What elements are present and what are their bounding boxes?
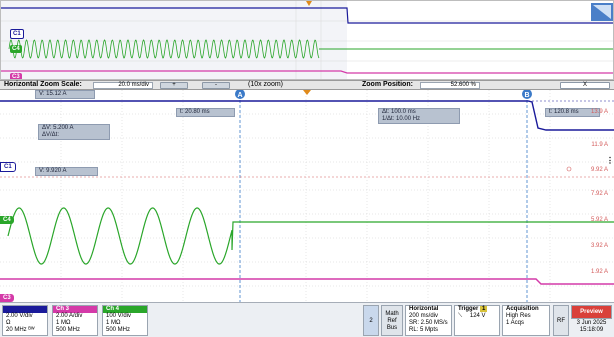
waveform-plot: A B bbox=[0, 90, 614, 302]
y-label-3: 9.92 A bbox=[590, 167, 608, 173]
horizontal-panel[interactable]: Horizontal 200 ms/div SR: 2.50 MS/s RL: … bbox=[405, 305, 452, 336]
date-text: 3 Jun 2025 bbox=[576, 320, 607, 326]
bottom-settings-bar: 2.00 V/div Ω 20 MHz ᴮᵂ Ch 3 2.00 A/div 1… bbox=[0, 302, 614, 337]
c1-trace bbox=[0, 100, 614, 131]
y-label-4: 7.92 A bbox=[590, 191, 608, 197]
y-label-6: 3.92 A bbox=[590, 243, 608, 249]
zoom-scale-label: Horizontal Zoom Scale: bbox=[4, 81, 82, 88]
channel-2-button[interactable]: 2 bbox=[363, 305, 379, 336]
readout-delta-t-value: Δt: 100.0 ms bbox=[382, 109, 416, 115]
horizontal-scale: 200 ms/div bbox=[409, 313, 439, 319]
channel-3-line3: 500 MHz bbox=[56, 327, 81, 333]
overview-c1-trace bbox=[1, 7, 613, 24]
overview-plot bbox=[1, 1, 613, 79]
overview-zoom-window bbox=[1, 1, 347, 79]
channel-4-line3: 500 MHz bbox=[106, 327, 131, 333]
channel-1-box[interactable]: 2.00 V/div Ω 20 MHz ᴮᵂ bbox=[2, 305, 48, 336]
y-label-7: 1.92 A bbox=[590, 269, 608, 275]
more-options-icon[interactable]: ⋮ bbox=[606, 156, 614, 165]
acquisition-panel[interactable]: Acquisition High Res 1 Acqs bbox=[502, 305, 550, 336]
channel-4-box[interactable]: Ch 4 100 V/div 1 MΩ 500 MHz bbox=[102, 305, 148, 336]
readout-delta-t: Δt: 100.0 ms 1/Δt: 10.00 Hz bbox=[378, 108, 460, 124]
c4-channel-tag[interactable]: C4 bbox=[0, 216, 14, 224]
channel-4-name: Ch 4 bbox=[103, 306, 147, 313]
readout-dv-dt-value: ΔV/Δt: bbox=[42, 132, 60, 138]
trigger-slope-icon: ⟍ bbox=[458, 313, 463, 319]
waveform-grid bbox=[0, 90, 614, 302]
zoom-scale-value[interactable]: 20.0 ms/div bbox=[93, 82, 153, 89]
channel-1-line3: 20 MHz ᴮᵂ bbox=[6, 327, 35, 333]
channel-1-scale: 2.00 V/div bbox=[6, 313, 33, 319]
trigger-level: 124 V bbox=[469, 313, 486, 319]
bus-label: Bus bbox=[386, 325, 398, 331]
overview-c4-trace bbox=[8, 39, 320, 59]
overview-c3-trace bbox=[1, 70, 613, 74]
zoom-close-button[interactable]: X bbox=[560, 82, 610, 89]
overview-c4-tag: C4 bbox=[10, 45, 22, 53]
readout-v-bottom: V: 9.920 A bbox=[35, 167, 98, 176]
acquisition-count: 1 Acqs bbox=[506, 320, 525, 326]
horizontal-sample-rate: SR: 2.50 MS/s bbox=[409, 320, 448, 326]
c3-trace bbox=[0, 278, 614, 285]
readout-v-top: V: 15.12 A bbox=[35, 90, 95, 99]
readout-t-left: t: 20.80 ms bbox=[176, 108, 235, 117]
math-ref-bus-button[interactable]: Math Ref Bus bbox=[381, 305, 403, 336]
overview-c3-tag: C3 bbox=[10, 73, 22, 80]
horizontal-zoom-bar: Horizontal Zoom Scale: 20.0 ms/div + - (… bbox=[0, 80, 614, 90]
readout-delta-v-value: ΔV: 5.200 A bbox=[42, 125, 74, 131]
channel-4-scale: 100 V/div bbox=[106, 313, 132, 319]
channel-1-line2: Ω bbox=[6, 320, 11, 326]
trigger-position-marker bbox=[303, 90, 311, 95]
acquisition-title: Acquisition bbox=[506, 306, 539, 312]
preview-button[interactable]: Preview bbox=[571, 305, 612, 319]
zoom-position-value[interactable]: 52.600 % bbox=[420, 82, 480, 89]
zoom-in-button[interactable]: + bbox=[160, 82, 188, 89]
c4-trace bbox=[7, 207, 614, 265]
cursor-a-marker[interactable]: A bbox=[235, 90, 245, 99]
readout-t-right: t: 120.8 ms bbox=[545, 108, 600, 117]
channel-3-line2: 1 MΩ bbox=[56, 320, 71, 326]
zoom-factor-text: (10x zoom) bbox=[248, 81, 284, 88]
channel-3-box[interactable]: Ch 3 2.00 A/div 1 MΩ 500 MHz bbox=[52, 305, 98, 336]
zoomed-waveform-view[interactable]: A B V: 15.12 A t: 20.80 ms Δt: 100.0 ms … bbox=[0, 90, 614, 302]
y-label-5: 5.92 A bbox=[590, 217, 608, 223]
c1-channel-tag[interactable]: C1 bbox=[0, 162, 16, 172]
channel-3-scale: 2.00 A/div bbox=[56, 313, 83, 319]
zoom-position-label: Zoom Position: bbox=[362, 81, 413, 88]
trigger-panel[interactable]: Trigger 1 ⟍ 124 V bbox=[454, 305, 500, 336]
overview-waveform-strip[interactable]: C1 C4 C3 bbox=[0, 0, 614, 80]
cursor-b-marker[interactable]: B bbox=[522, 90, 532, 99]
readout-delta-v: ΔV: 5.200 A ΔV/Δt: bbox=[38, 124, 110, 140]
channel-3-name: Ch 3 bbox=[53, 306, 97, 313]
c3-channel-tag[interactable]: C3 bbox=[0, 294, 14, 302]
overview-trigger-marker bbox=[306, 1, 312, 6]
acquisition-mode: High Res bbox=[506, 313, 531, 319]
trigger-source-badge: 1 bbox=[480, 306, 488, 312]
zoom-out-button[interactable]: - bbox=[202, 82, 230, 89]
readout-inv-delta-t-value: 1/Δt: 10.00 Hz bbox=[382, 116, 421, 122]
trigger-title: Trigger bbox=[458, 306, 479, 312]
cursor-cross-marker bbox=[566, 166, 572, 172]
cursor-b-label: B bbox=[525, 92, 530, 99]
rf-button[interactable]: RF bbox=[553, 305, 569, 336]
horizontal-title: Horizontal bbox=[409, 306, 439, 312]
datetime-display: 3 Jun 2025 15:18:09 bbox=[571, 320, 612, 334]
channel-1-name bbox=[3, 306, 47, 313]
math-label: Math bbox=[385, 311, 399, 317]
channel-4-line2: 1 MΩ bbox=[106, 320, 121, 326]
y-label-1: 13.9 A bbox=[590, 109, 608, 115]
zoom-window-icon[interactable] bbox=[591, 3, 613, 21]
ref-label: Ref bbox=[387, 318, 397, 324]
overview-c1-tag: C1 bbox=[10, 29, 24, 39]
time-text: 15:18:09 bbox=[579, 327, 604, 333]
horizontal-record-length: RL: 5 Mpts bbox=[409, 327, 439, 333]
cursor-a-label: A bbox=[238, 92, 243, 99]
y-label-2: 11.9 A bbox=[591, 142, 608, 148]
